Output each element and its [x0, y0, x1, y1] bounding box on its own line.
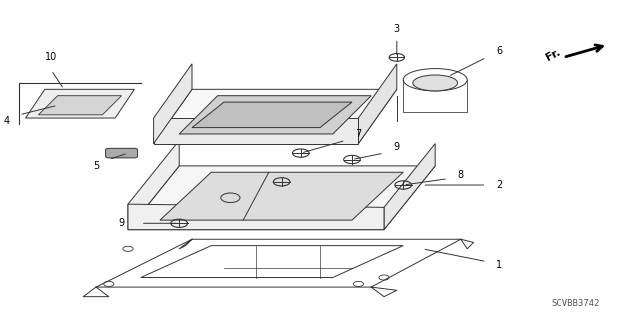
Polygon shape [128, 166, 435, 230]
Polygon shape [179, 96, 371, 134]
Polygon shape [160, 172, 403, 220]
Text: 1: 1 [496, 260, 502, 270]
Polygon shape [38, 96, 122, 115]
Text: 9: 9 [118, 218, 125, 228]
Text: 5: 5 [93, 161, 99, 171]
Text: 10: 10 [45, 52, 58, 63]
Polygon shape [154, 89, 397, 144]
Text: SCVBB3742: SCVBB3742 [552, 299, 600, 308]
Text: 8: 8 [458, 170, 464, 181]
Polygon shape [192, 102, 352, 128]
Text: 4: 4 [3, 116, 10, 126]
Text: 6: 6 [496, 46, 502, 56]
Text: 3: 3 [394, 24, 400, 34]
Polygon shape [154, 118, 358, 144]
Ellipse shape [413, 75, 458, 91]
Polygon shape [384, 144, 435, 230]
Text: 7: 7 [355, 129, 362, 139]
Polygon shape [154, 64, 192, 144]
Text: 2: 2 [496, 180, 502, 190]
FancyBboxPatch shape [106, 148, 138, 158]
Polygon shape [358, 64, 397, 144]
Polygon shape [128, 140, 179, 230]
Text: 9: 9 [394, 142, 400, 152]
Text: Fr.: Fr. [544, 47, 562, 63]
Polygon shape [128, 204, 384, 230]
Polygon shape [26, 89, 134, 118]
